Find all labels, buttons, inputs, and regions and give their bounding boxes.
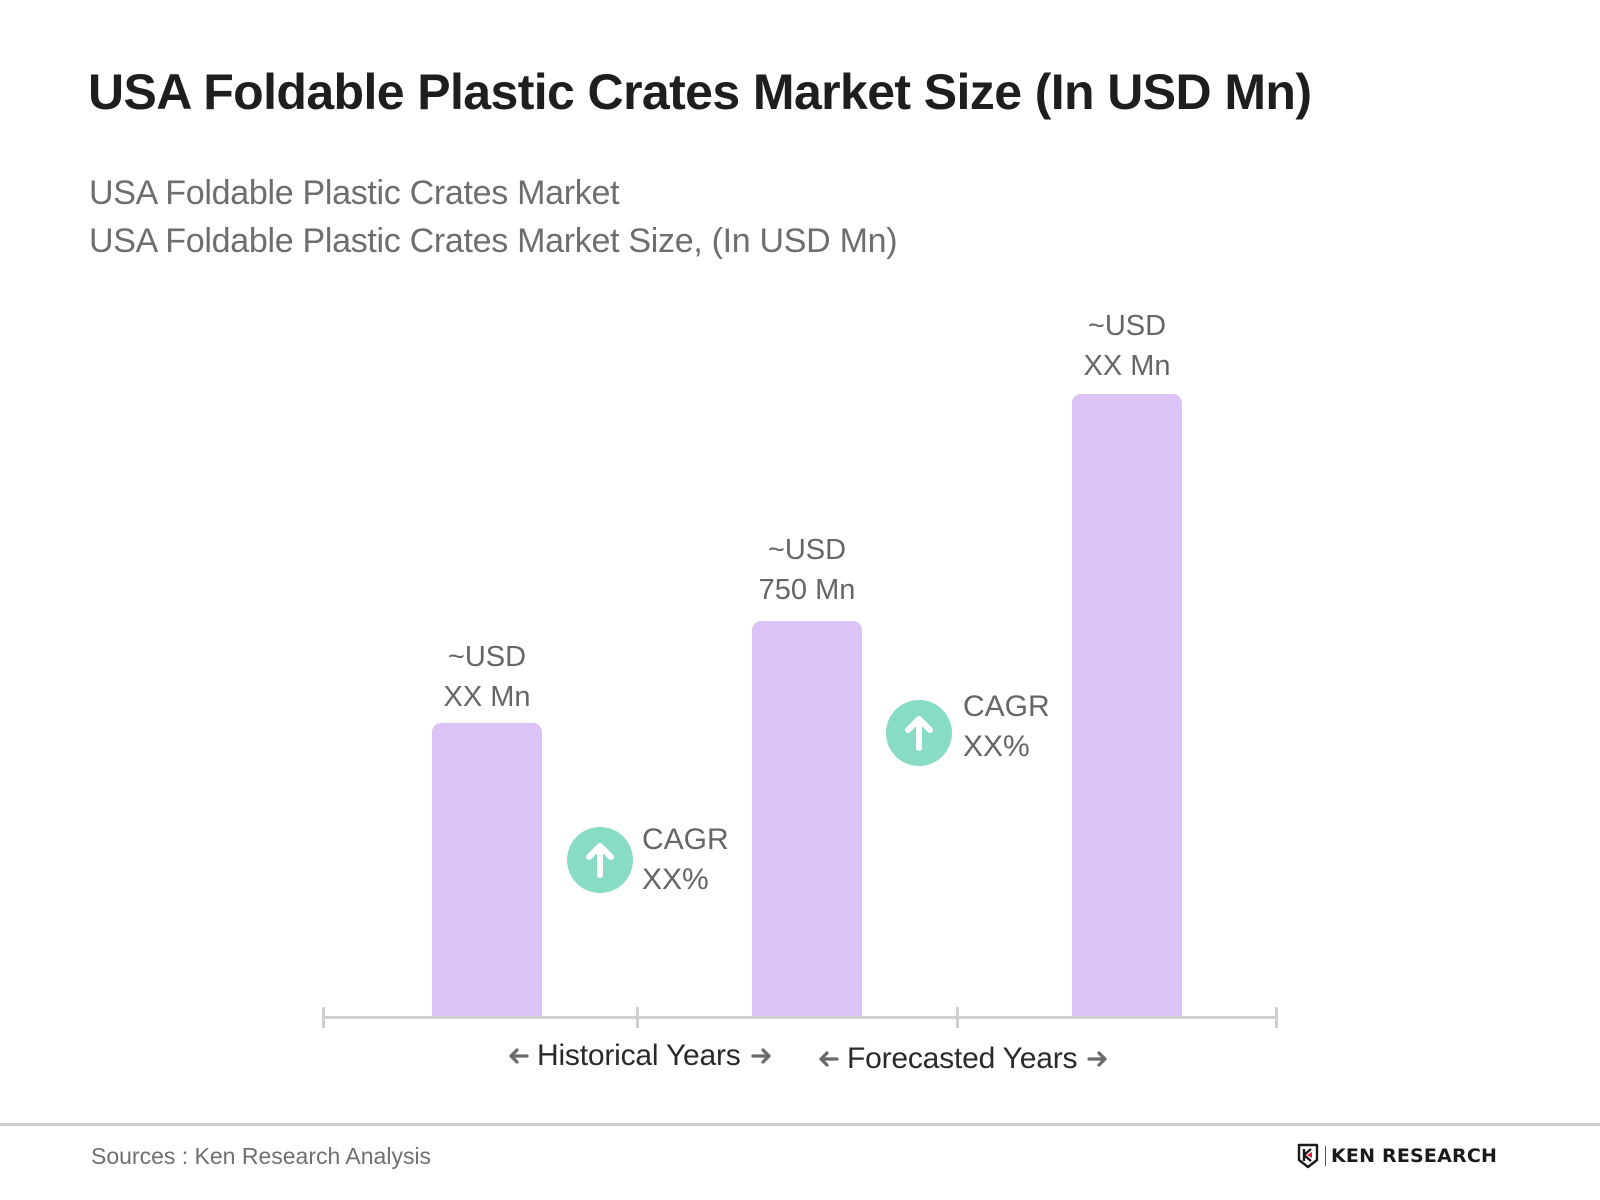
- bar-value-label: ~USD XX Mn: [387, 637, 587, 717]
- cagr-annotation: CAGR XX%: [963, 687, 1050, 767]
- logo-divider: [1325, 1146, 1326, 1166]
- chart-subtitle-market: USA Foldable Plastic Crates Market: [89, 174, 620, 212]
- cagr-label: CAGR: [642, 823, 729, 856]
- forecasted-years-label: Forecasted Years: [817, 1039, 1109, 1079]
- arrow-up-icon: [586, 843, 614, 878]
- arrow-up-icon: [905, 716, 933, 751]
- bar-base-year: [752, 621, 862, 1017]
- cagr-label: CAGR: [963, 690, 1050, 723]
- value-currency: ~USD: [767, 534, 847, 566]
- value-currency: ~USD: [447, 641, 527, 673]
- ken-shield-icon: [1297, 1143, 1319, 1169]
- bar-forecast: [1072, 394, 1182, 1017]
- cagr-value: XX%: [642, 863, 709, 896]
- axis-tick: [636, 1007, 639, 1028]
- historical-years-text: Historical Years: [537, 1039, 741, 1072]
- arrow-left-icon: [819, 1051, 839, 1067]
- chart-subtitle-size: USA Foldable Plastic Crates Market Size,…: [89, 222, 898, 260]
- historical-years-label: Historical Years: [507, 1036, 773, 1076]
- arrow-right-icon: [750, 1048, 771, 1064]
- footer-divider: [0, 1123, 1600, 1126]
- axis-tick: [1275, 1007, 1278, 1028]
- bar-value-label: ~USD 750 Mn: [707, 530, 907, 610]
- chart-title: USA Foldable Plastic Crates Market Size …: [88, 64, 1312, 120]
- bar-historical: [432, 723, 542, 1017]
- bar-value-label: ~USD XX Mn: [1027, 306, 1227, 386]
- axis-tick: [956, 1007, 959, 1028]
- forecasted-years-text: Forecasted Years: [847, 1042, 1078, 1075]
- cagr-up-badge: [886, 700, 952, 766]
- cagr-annotation: CAGR XX%: [642, 820, 729, 900]
- cagr-value: XX%: [963, 730, 1030, 763]
- value-currency: ~USD: [1087, 310, 1167, 342]
- value-amount: XX Mn: [443, 681, 531, 713]
- arrow-right-icon: [1087, 1051, 1107, 1067]
- logo-wordmark: KEN RESEARCH: [1331, 1145, 1498, 1167]
- x-axis-line: [323, 1016, 1276, 1019]
- ken-research-logo: KEN RESEARCH: [1297, 1143, 1497, 1169]
- value-amount: XX Mn: [1083, 350, 1171, 382]
- sources-note: Sources : Ken Research Analysis: [91, 1143, 432, 1169]
- arrow-left-icon: [509, 1048, 529, 1064]
- cagr-up-badge: [567, 827, 633, 893]
- axis-tick: [322, 1007, 325, 1028]
- value-amount: 750 Mn: [758, 574, 856, 606]
